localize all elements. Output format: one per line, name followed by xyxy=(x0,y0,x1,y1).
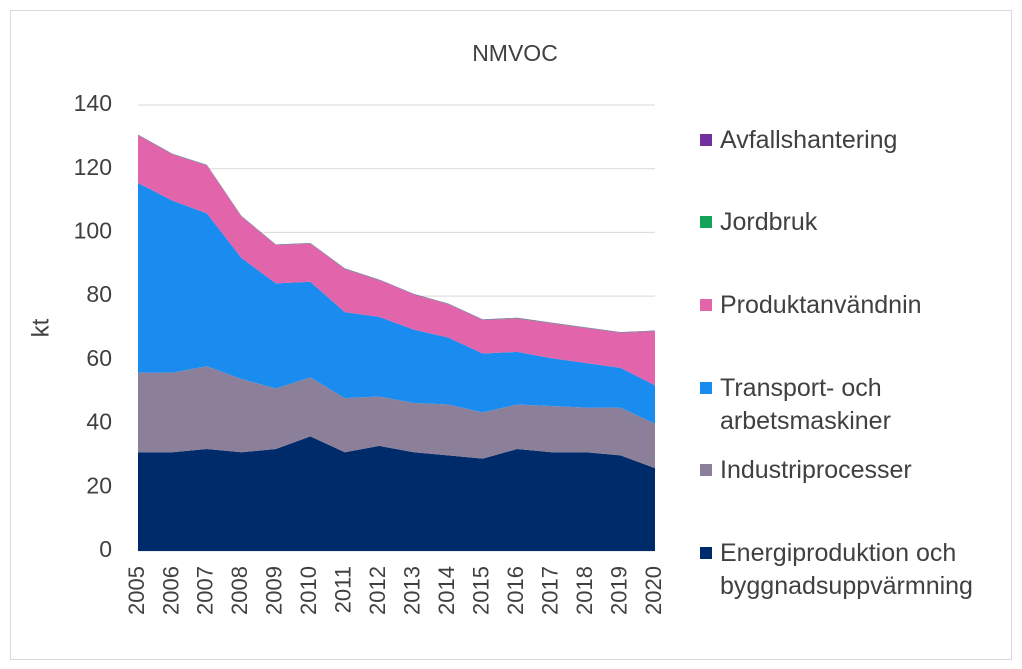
x-tick-label: 2016 xyxy=(503,566,528,615)
legend-label: Transport- och arbetsmaskiner xyxy=(720,374,891,435)
chart-frame xyxy=(10,10,1012,660)
x-tick-label: 2006 xyxy=(158,566,183,615)
y-tick-label: 60 xyxy=(86,345,112,371)
x-tick-label: 2019 xyxy=(606,566,631,615)
legend-label: Produktanvändnin xyxy=(720,291,922,319)
legend-swatch xyxy=(700,299,712,311)
legend-label: Jordbruk xyxy=(720,208,818,236)
y-tick-label: 100 xyxy=(74,218,112,244)
legend-swatch xyxy=(700,547,712,559)
y-tick-label: 0 xyxy=(99,536,112,562)
legend-swatch xyxy=(700,464,712,476)
legend-swatch xyxy=(700,382,712,394)
x-tick-label: 2011 xyxy=(331,566,356,613)
chart-title: NMVOC xyxy=(472,40,558,66)
legend-swatch xyxy=(700,134,712,146)
x-tick-label: 2017 xyxy=(537,566,562,615)
legend-swatch xyxy=(700,216,712,228)
y-tick-label: 120 xyxy=(74,154,112,180)
x-tick-label: 2007 xyxy=(193,566,218,615)
x-tick-label: 2012 xyxy=(365,566,390,615)
x-tick-label: 2020 xyxy=(641,566,666,615)
y-axis-label: kt xyxy=(27,318,54,337)
x-tick-label: 2015 xyxy=(468,566,493,615)
x-tick-label: 2005 xyxy=(124,566,149,615)
area xyxy=(138,135,655,386)
x-tick-label: 2014 xyxy=(434,566,459,615)
x-tick-label: 2008 xyxy=(227,566,252,615)
area xyxy=(138,436,655,551)
x-tick-label: 2018 xyxy=(572,566,597,615)
legend-label: Energiproduktion och byggnadsuppvärmning xyxy=(720,539,973,600)
x-tick-label: 2013 xyxy=(400,566,425,615)
legend-label: Avfallshantering xyxy=(720,126,898,154)
legend-label: Industriprocesser xyxy=(720,456,912,484)
y-tick-label: 80 xyxy=(86,281,112,307)
area xyxy=(138,183,655,424)
y-tick-label: 140 xyxy=(74,90,112,116)
y-tick-label: 40 xyxy=(86,409,112,435)
area xyxy=(138,366,655,469)
y-tick-label: 20 xyxy=(86,472,112,498)
x-tick-label: 2010 xyxy=(296,566,321,615)
x-tick-label: 2009 xyxy=(262,566,287,615)
